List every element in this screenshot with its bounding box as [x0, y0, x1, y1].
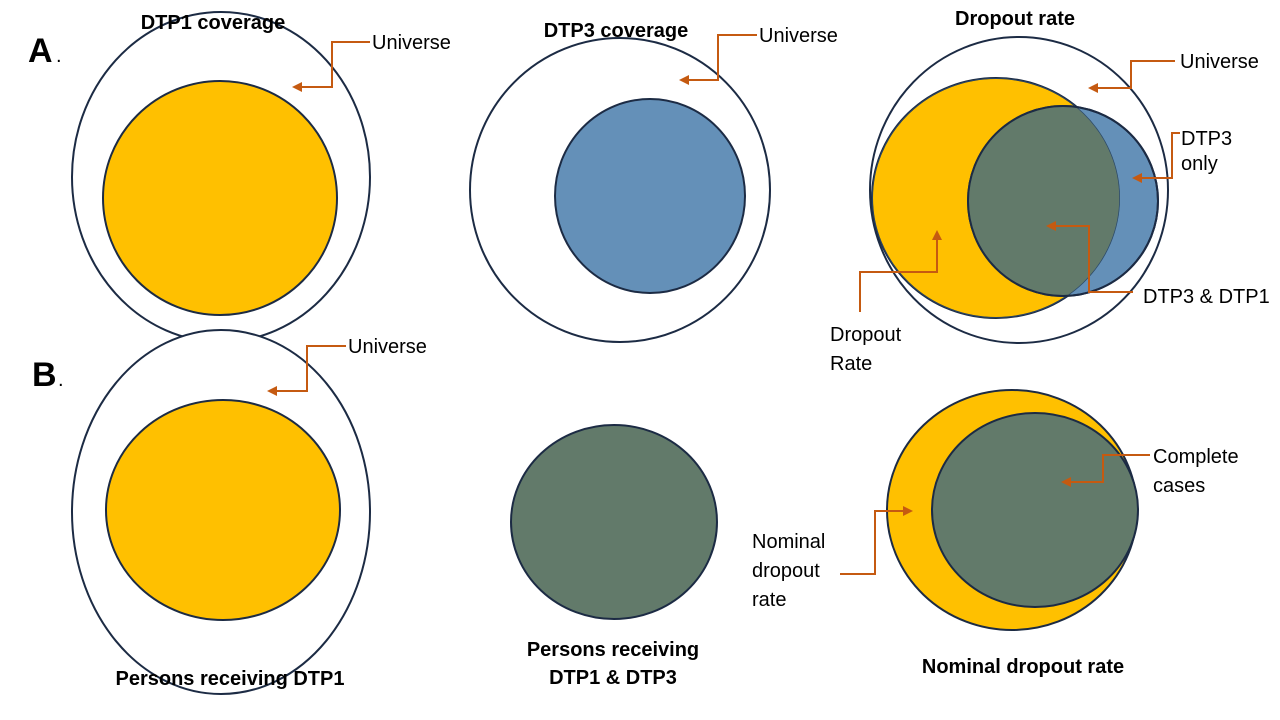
b3-nominal-label-line3: rate — [752, 589, 786, 611]
b1-title: Persons receiving DTP1 — [116, 668, 345, 690]
a2-universe-connector — [679, 34, 757, 85]
b2-title-line1: Persons receiving — [527, 639, 699, 661]
b3-complete-connector — [1061, 454, 1150, 487]
b1-universe-connector — [267, 345, 346, 396]
b3-nominal-label-line2: dropout — [752, 560, 820, 582]
b3-complete-label-line1: Complete — [1153, 446, 1239, 468]
panel-label-a-dot: . — [56, 45, 62, 67]
a3-both-label: DTP3 & DTP1 — [1143, 286, 1270, 308]
a1-dtp1-circle — [102, 80, 338, 316]
a2-universe-label: Universe — [759, 25, 838, 47]
b1-universe-label: Universe — [348, 336, 427, 358]
a3-universe-connector — [1088, 60, 1175, 93]
panel-label-a: A — [28, 32, 53, 70]
a1-universe-label: Universe — [372, 32, 451, 54]
a3-dtp3-only-connector — [1132, 132, 1180, 183]
a3-universe-label: Universe — [1180, 51, 1259, 73]
panel-label-b-dot: . — [58, 369, 64, 391]
a3-dropout-label-line1: Dropout — [830, 324, 902, 346]
b3-nominal-label-line1: Nominal — [752, 531, 825, 553]
a1-universe-connector — [292, 41, 370, 92]
panel-label-b: B — [32, 356, 57, 394]
b3-complete-label-line2: cases — [1153, 475, 1205, 497]
b3-complete-cases-circle — [931, 412, 1139, 608]
a3-dtp3-only-label-line1: DTP3 — [1181, 128, 1232, 150]
b2-title-line2: DTP1 & DTP3 — [549, 667, 677, 689]
b2-dtp1-dtp3-circle — [510, 424, 718, 620]
a3-both-connector — [1046, 221, 1133, 293]
a2-title: DTP3 coverage — [544, 20, 689, 42]
a2-dtp3-circle — [554, 98, 746, 294]
a3-dropout-connector — [859, 230, 942, 312]
a3-title: Dropout rate — [955, 8, 1075, 30]
b3-title: Nominal dropout rate — [922, 656, 1124, 678]
a3-dropout-label-line2: Rate — [830, 353, 872, 375]
b1-dtp1-circle — [105, 399, 341, 621]
a3-dtp3-outline — [967, 105, 1159, 297]
b3-nominal-connector — [840, 506, 913, 575]
a3-dtp3-only-label-line2: only — [1181, 153, 1218, 175]
a1-title: DTP1 coverage — [141, 12, 286, 34]
